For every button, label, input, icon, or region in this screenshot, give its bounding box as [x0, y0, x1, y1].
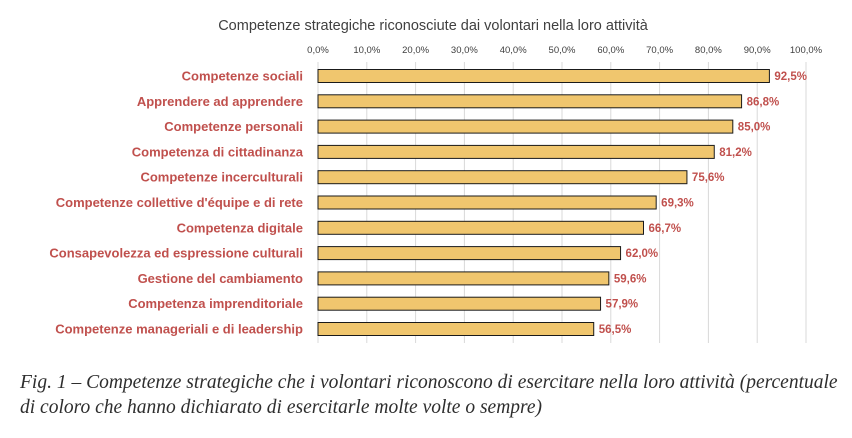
data-label: 69,3% [661, 198, 694, 210]
data-label: 85,0% [738, 122, 771, 134]
bar [317, 322, 595, 336]
x-tick-label: 0,0% [307, 45, 329, 56]
bar [317, 94, 743, 109]
category-label: Competenza imprenditoriale [128, 296, 303, 311]
category-label: Competenza digitale [177, 220, 303, 235]
x-tick-label: 30,0% [451, 45, 478, 56]
data-label: 57,9% [606, 299, 639, 311]
data-label: 92,5% [774, 71, 807, 83]
data-label: 66,7% [648, 223, 681, 235]
figure-caption: Fig. 1 – Competenze strategiche che i vo… [20, 372, 838, 418]
x-tick-label: 60,0% [597, 45, 624, 56]
x-axis-ticks: 0,0% 10,0% 20,0% 30,0% 40,0% 50,0% 60,0% 70,0% 8… [307, 45, 822, 56]
bar [317, 144, 715, 159]
category-label: Apprendere ad apprendere [137, 94, 303, 109]
data-label: 56,5% [599, 324, 632, 336]
chart-title: Competenze strategiche riconosciute dai … [218, 18, 649, 34]
category-label: Consapevolezza ed espressione culturali [49, 246, 303, 261]
x-tick-label: 100,0% [790, 45, 823, 56]
category-label: Competenze manageriali e di leadership [55, 322, 303, 337]
bar [317, 195, 657, 210]
x-tick-label: 50,0% [549, 45, 576, 56]
x-tick-label: 80,0% [695, 45, 722, 56]
x-tick-label: 70,0% [646, 45, 673, 56]
x-tick-label: 20,0% [402, 45, 429, 56]
category-label: Gestione del cambiamento [138, 271, 303, 286]
category-label: Competenze incerculturali [140, 170, 303, 185]
x-tick-label: 10,0% [353, 45, 380, 56]
bar [317, 271, 610, 286]
bars [317, 69, 770, 336]
category-label: Competenza di cittadinanza [132, 144, 304, 159]
bar [317, 296, 602, 311]
x-tick-label: 40,0% [500, 45, 527, 56]
bar [317, 170, 688, 185]
bar-chart: Competenze strategiche riconosciute dai … [49, 18, 823, 343]
data-labels: 92,5% 86,8% 85,0% 81,2% 75,6% 69,3% 66,7% 62,0%… [599, 71, 807, 336]
bar [317, 246, 622, 261]
category-label: Competenze sociali [182, 69, 303, 84]
data-label: 86,8% [747, 96, 780, 108]
x-tick-label: 90,0% [744, 45, 771, 56]
category-label: Competenze collettive d'équipe e di rete [56, 195, 303, 210]
data-label: 62,0% [626, 248, 659, 260]
category-label: Competenze personali [164, 119, 303, 134]
bar [317, 220, 644, 235]
bar [317, 69, 770, 83]
data-label: 59,6% [614, 273, 647, 285]
category-labels: Competenze sociali Apprendere ad apprende… [49, 69, 303, 337]
bar [317, 119, 734, 134]
data-label: 75,6% [692, 172, 725, 184]
data-label: 81,2% [719, 147, 752, 159]
